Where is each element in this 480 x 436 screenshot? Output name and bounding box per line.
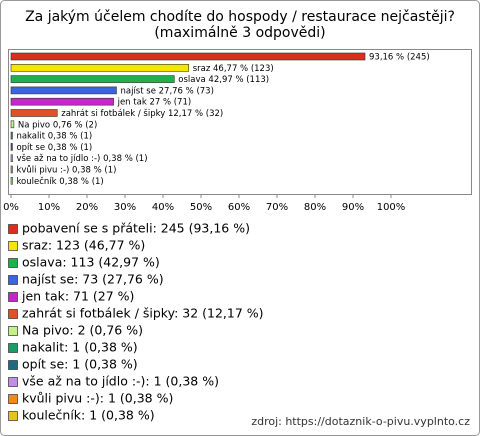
legend-swatch [8, 292, 18, 302]
bar [10, 177, 13, 185]
bar [10, 131, 13, 140]
legend-swatch [8, 377, 18, 387]
x-tick-label: 30% [114, 202, 136, 213]
x-tick-label: 20% [76, 202, 98, 213]
legend-swatch [8, 360, 18, 370]
legend-swatch [8, 411, 18, 421]
bar-label: sraz 46,77 % (123) [193, 64, 274, 74]
bar-label: koulečník 0,38 % (1) [16, 176, 103, 187]
bar [10, 86, 117, 95]
legend-swatch [8, 343, 18, 353]
legend-label: pobavení se s přáteli: 245 (93,16 %) [22, 221, 250, 236]
legend-swatch [8, 309, 18, 319]
bar [10, 120, 15, 129]
legend-label: vše až na to jídlo :-): 1 (0,38 %) [22, 374, 219, 389]
plot-area [8, 49, 472, 195]
legend-label: sraz: 123 (46,77 %) [22, 238, 145, 253]
legend-label: najíst se: 73 (27,76 %) [22, 272, 164, 287]
x-tick-label: 90% [342, 202, 364, 213]
legend-swatch [8, 258, 18, 268]
legend-swatch [8, 326, 18, 336]
legend-swatch [8, 394, 18, 404]
legend-label: zahrát si fotbálek / šipky: 32 (12,17 %) [22, 306, 264, 321]
x-tick-label: 70% [266, 202, 288, 213]
legend-label: opít se: 1 (0,38 %) [22, 357, 138, 372]
bar [10, 97, 114, 106]
legend-swatch [8, 275, 18, 285]
x-tick-label: 50% [190, 202, 212, 213]
source: zdroj: https://dotaznik-o-pivu.vyplnto.c… [251, 415, 470, 428]
bar-label: vše až na to jídlo :-) 0,38 % (1) [16, 153, 147, 164]
legend-label: koulečník: 1 (0,38 %) [22, 408, 155, 423]
x-tick-label: 80% [304, 202, 326, 213]
bar-label: najíst se 27,76 % (73) [120, 86, 213, 96]
bar-label: 93,16 % (245) [369, 53, 430, 63]
x-tick-label: 0% [3, 202, 19, 213]
bar-label: Na pivo 0,76 % (2) [18, 120, 97, 130]
x-tick-label: 40% [152, 202, 174, 213]
bar [10, 165, 13, 174]
bar-label: zahrát si fotbálek / šipky 12,17 % (32) [61, 108, 223, 119]
bar [10, 143, 13, 151]
bar-label: nakalit 0,38 % (1) [16, 132, 92, 142]
chart-title: Za jakým účelem chodíte do hospody / res… [25, 9, 455, 25]
bar [10, 64, 190, 72]
legend-label: nakalit: 1 (0,38 %) [22, 340, 138, 355]
legend-swatch [8, 241, 18, 251]
x-tick-label: 10% [38, 202, 60, 213]
legend-label: Na pivo: 2 (0,76 %) [22, 323, 143, 338]
chart-subtitle: (maximálně 3 odpovědi) [154, 25, 325, 41]
x-tick-label: 100% [377, 202, 406, 213]
bar [10, 75, 175, 83]
legend-label: kvůli pivu :-): 1 (0,38 %) [22, 391, 173, 406]
bar-label: kvůli pivu :-) 0,38 % (1) [16, 165, 116, 176]
bar-label: oslava 42,97 % (113) [178, 75, 269, 85]
x-tick-label: 60% [228, 202, 250, 213]
bar [10, 109, 58, 117]
legend-swatch [8, 224, 18, 234]
bar [10, 52, 366, 61]
legend-label: oslava: 113 (42,97 %) [22, 255, 160, 270]
bar-label: jen tak 27 % (71) [117, 98, 192, 108]
bar [10, 154, 13, 162]
bar-label: opít se 0,38 % (1) [16, 143, 92, 153]
legend-label: jen tak: 71 (27 %) [21, 289, 134, 304]
